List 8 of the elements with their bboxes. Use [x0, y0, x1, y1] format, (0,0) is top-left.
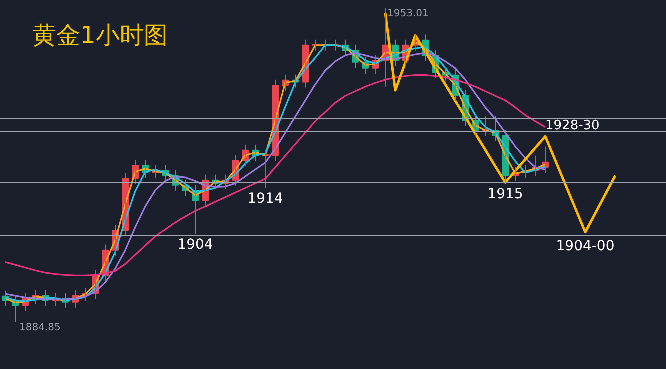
annotation: 1904-00: [556, 238, 615, 255]
text: 黄金1小时图: [32, 22, 168, 50]
annotation: 1928-30: [546, 118, 600, 134]
annotation: 1914: [248, 191, 284, 208]
annotation: 1915: [488, 186, 524, 203]
annotation: 1953.01: [388, 8, 429, 20]
annotation: 1884.85: [20, 322, 61, 334]
annotation: 1904: [178, 237, 214, 254]
